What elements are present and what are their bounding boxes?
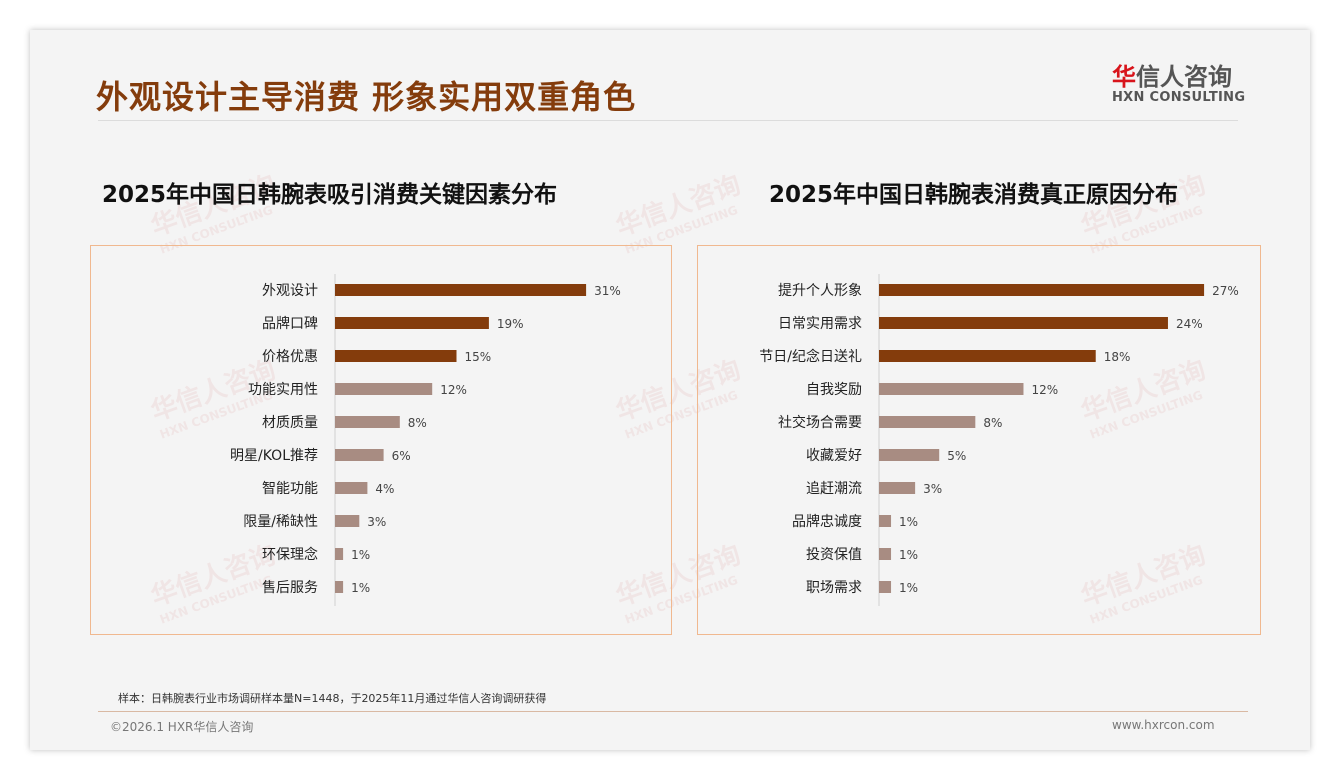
bar (879, 581, 892, 593)
sample-note: 样本：日韩腕表行业市场调研样本量N=1448，于2025年11月通过华信人咨询调… (118, 692, 547, 705)
category-label: 售后服务 (262, 580, 318, 596)
data-label: 5% (947, 449, 966, 463)
category-label: 智能功能 (262, 481, 318, 497)
category-label: 收藏爱好 (806, 448, 862, 464)
data-label: 1% (899, 515, 918, 529)
bar (879, 515, 892, 527)
category-label: 明星/KOL推荐 (230, 448, 318, 464)
bar (879, 548, 892, 560)
data-label: 3% (923, 482, 942, 496)
header-divider (98, 120, 1238, 121)
data-label: 4% (375, 482, 394, 496)
category-label: 品牌忠诚度 (792, 513, 862, 530)
data-label: 6% (392, 449, 411, 463)
bar (879, 416, 976, 428)
chart-left: 外观设计 31% 品牌口碑 19% 价格优惠 15% 功能实用性 12% 材质质量 8% 明星/KO… (90, 245, 672, 635)
chart-right: 提升个人形象 27% 日常实用需求 24% 节日/纪念日送礼 18% 自我奖励 12% 社交场合… (697, 245, 1261, 635)
data-label: 15% (465, 350, 492, 364)
slide-card (30, 30, 1310, 750)
data-label: 1% (351, 548, 370, 562)
category-label: 外观设计 (262, 283, 318, 299)
page-title: 外观设计主导消费 形象实用双重角色 (96, 78, 637, 116)
category-label: 自我奖励 (806, 381, 862, 398)
data-label: 24% (1176, 317, 1203, 331)
copyright: ©2026.1 HXR华信人咨询 (110, 720, 254, 734)
data-label: 1% (351, 581, 370, 595)
bar (879, 317, 1168, 329)
category-label: 价格优惠 (262, 349, 318, 365)
category-label: 提升个人形象 (778, 283, 862, 299)
website-link[interactable]: www.hxrcon.com (1112, 718, 1215, 732)
data-label: 12% (1031, 383, 1058, 397)
bar (335, 449, 384, 461)
bar (335, 383, 433, 395)
data-label: 27% (1212, 284, 1239, 298)
category-label: 职场需求 (806, 580, 862, 596)
data-label: 12% (440, 383, 467, 397)
category-label: 功能实用性 (248, 382, 318, 398)
data-label: 3% (367, 515, 386, 529)
bar (879, 350, 1096, 362)
data-label: 31% (594, 284, 621, 298)
category-label: 材质质量 (262, 415, 318, 431)
bar (879, 449, 940, 461)
data-label: 1% (899, 548, 918, 562)
data-label: 8% (408, 416, 427, 430)
data-label: 1% (899, 581, 918, 595)
data-label: 18% (1104, 350, 1131, 364)
footer-divider (98, 711, 1248, 712)
category-label: 日常实用需求 (778, 316, 862, 332)
chart-title-left: 2025年中国日韩腕表吸引消费关键因素分布 (102, 182, 558, 208)
category-label: 节日/纪念日送礼 (759, 348, 862, 365)
bar (335, 515, 360, 527)
category-label: 追赶潮流 (806, 481, 862, 497)
data-label: 19% (497, 317, 524, 331)
logo: 华信人咨询 HXN CONSULTING (1112, 63, 1246, 105)
data-label: 8% (983, 416, 1002, 430)
bar (879, 383, 1024, 395)
category-label: 投资保值 (806, 547, 862, 563)
category-label: 环保理念 (262, 546, 318, 563)
bar (335, 482, 368, 494)
bar (879, 284, 1205, 296)
bar (335, 317, 489, 329)
chart-title-right: 2025年中国日韩腕表消费真正原因分布 (769, 182, 1179, 208)
category-label: 社交场合需要 (778, 414, 862, 431)
category-label: 品牌口碑 (262, 315, 318, 332)
bar (335, 416, 400, 428)
bar (879, 482, 916, 494)
bar (335, 548, 344, 560)
category-label: 限量/稀缺性 (243, 514, 318, 530)
bar (335, 284, 587, 296)
bar (335, 350, 457, 362)
bar (335, 581, 344, 593)
